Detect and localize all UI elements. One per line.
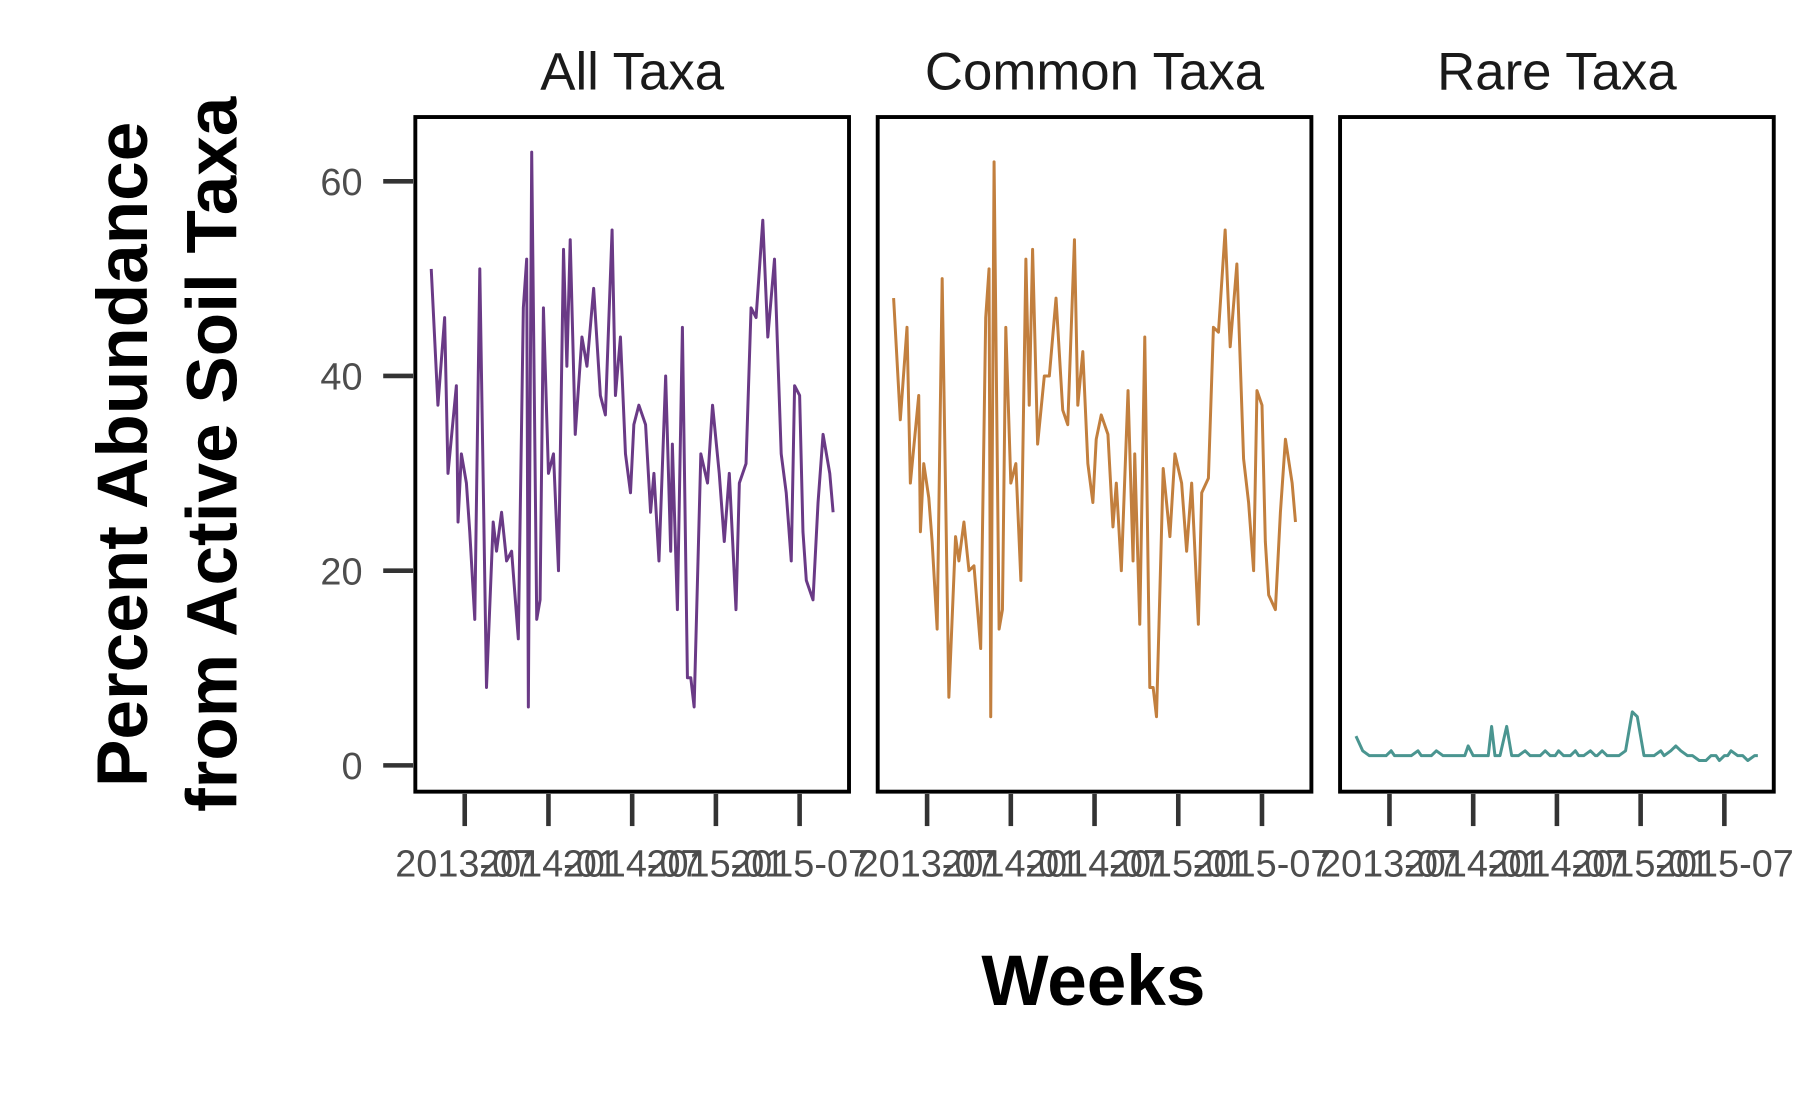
y-tick-label: 0 [341,746,362,788]
panel-frame [875,115,1314,794]
y-axis-title: Percent Abundance [84,122,163,787]
x-tick-label: 2015-07 [730,844,869,886]
data-line [1354,710,1758,763]
x-tick-label: 2015-07 [1193,844,1332,886]
x-axis-title: Weeks [981,942,1205,1021]
x-tick-label: 2015-01 [1109,844,1248,886]
x-tick-label: 2014-01 [479,844,618,886]
data-line [892,160,1297,719]
y-axis-title: from Active Soil Taxa [173,95,252,812]
y-tick-label: 40 [320,357,362,399]
x-tick-label: 2014-07 [563,844,702,886]
x-tick-label: 2014-01 [1404,844,1543,886]
panel-title: All Taxa [540,42,724,101]
panel-frame [413,115,851,794]
x-tick-label: 2015-01 [1571,844,1710,886]
x-tick-label: 2013-07 [1320,844,1459,886]
y-tick-label: 20 [320,551,362,593]
panel-title: Common Taxa [925,42,1265,101]
y-tick-label: 60 [320,162,362,204]
x-tick-label: 2014-07 [1025,844,1164,886]
x-tick-label: 2015-01 [646,844,785,886]
x-tick-label: 2013-07 [858,844,997,886]
x-tick-label: 2015-07 [1655,844,1794,886]
panel-title: Rare Taxa [1437,42,1677,101]
x-tick-label: 2013-07 [395,844,534,886]
panel-frame [1338,115,1776,794]
x-tick-label: 2014-07 [1487,844,1626,886]
x-tick-label: 2014-01 [941,844,1080,886]
data-line [429,150,835,709]
